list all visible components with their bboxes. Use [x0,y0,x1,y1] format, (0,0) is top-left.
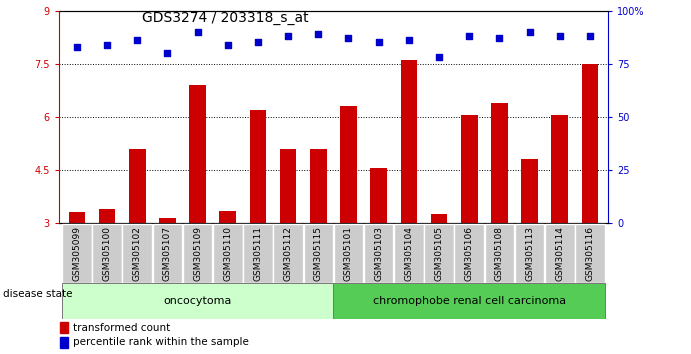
Point [524,29,535,35]
Bar [370,168,387,223]
FancyBboxPatch shape [243,224,273,282]
FancyBboxPatch shape [122,224,152,282]
FancyBboxPatch shape [484,224,514,282]
Bar [61,337,68,348]
Bar [491,103,508,223]
Point [343,35,354,41]
FancyBboxPatch shape [303,224,333,282]
Bar [582,64,598,223]
Point [132,38,143,43]
Text: GSM305101: GSM305101 [344,225,353,281]
Text: disease state: disease state [3,289,73,298]
FancyBboxPatch shape [213,224,243,282]
Text: GSM305100: GSM305100 [102,225,111,281]
Bar [430,214,447,223]
Point [283,33,294,39]
Bar [401,60,417,223]
FancyBboxPatch shape [575,224,605,282]
FancyBboxPatch shape [545,224,575,282]
Point [404,38,415,43]
Text: GDS3274 / 203318_s_at: GDS3274 / 203318_s_at [142,11,308,25]
FancyBboxPatch shape [183,224,212,282]
Point [252,40,263,45]
Text: GSM305107: GSM305107 [163,225,172,281]
Text: GSM305104: GSM305104 [404,225,413,281]
FancyBboxPatch shape [274,224,303,282]
Bar [61,322,68,333]
FancyBboxPatch shape [153,224,182,282]
Text: GSM305116: GSM305116 [585,225,594,281]
Bar [68,212,85,223]
Point [313,31,324,37]
FancyBboxPatch shape [61,283,333,319]
Text: GSM305115: GSM305115 [314,225,323,281]
Text: GSM305103: GSM305103 [375,225,384,281]
Text: GSM305111: GSM305111 [254,225,263,281]
Point [585,33,596,39]
Bar [340,106,357,223]
Text: chromophobe renal cell carcinoma: chromophobe renal cell carcinoma [372,296,566,306]
Point [433,55,444,60]
Bar [521,159,538,223]
FancyBboxPatch shape [394,224,424,282]
Point [554,33,565,39]
Point [71,44,82,50]
Bar [280,149,296,223]
Text: percentile rank within the sample: percentile rank within the sample [73,337,249,348]
FancyBboxPatch shape [515,224,545,282]
Text: GSM305113: GSM305113 [525,225,534,281]
Text: transformed count: transformed count [73,322,170,332]
Text: GSM305112: GSM305112 [283,225,292,281]
Text: GSM305102: GSM305102 [133,225,142,281]
FancyBboxPatch shape [62,224,92,282]
FancyBboxPatch shape [334,224,363,282]
Text: GSM305110: GSM305110 [223,225,232,281]
Bar [99,209,115,223]
Text: oncocytoma: oncocytoma [163,296,231,306]
Text: GSM305106: GSM305106 [465,225,474,281]
Point [102,42,113,47]
Point [373,40,384,45]
Bar [461,115,477,223]
Bar [159,218,176,223]
Point [464,33,475,39]
Bar [189,85,206,223]
Bar [220,211,236,223]
FancyBboxPatch shape [364,224,393,282]
FancyBboxPatch shape [424,224,454,282]
Text: GSM305105: GSM305105 [435,225,444,281]
Point [192,29,203,35]
Text: GSM305109: GSM305109 [193,225,202,281]
Bar [310,149,327,223]
FancyBboxPatch shape [455,224,484,282]
Text: GSM305099: GSM305099 [73,225,82,281]
Text: GSM305114: GSM305114 [556,225,565,281]
FancyBboxPatch shape [333,283,605,319]
Point [223,42,234,47]
Bar [249,110,266,223]
FancyBboxPatch shape [92,224,122,282]
Bar [129,149,146,223]
Point [494,35,505,41]
Bar [551,115,568,223]
Point [162,50,173,56]
Text: GSM305108: GSM305108 [495,225,504,281]
